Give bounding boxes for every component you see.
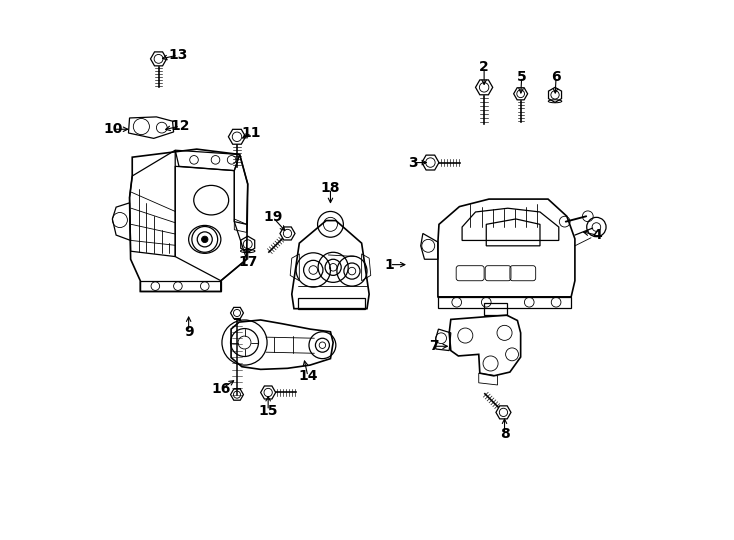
Text: 5: 5 bbox=[517, 70, 526, 84]
Text: 15: 15 bbox=[258, 404, 278, 418]
Text: 19: 19 bbox=[264, 211, 283, 224]
Text: 10: 10 bbox=[103, 122, 123, 136]
Text: 16: 16 bbox=[211, 382, 230, 396]
Text: 2: 2 bbox=[479, 60, 489, 74]
Text: 1: 1 bbox=[385, 258, 394, 272]
Text: 18: 18 bbox=[321, 181, 341, 195]
Circle shape bbox=[202, 236, 208, 242]
Text: 12: 12 bbox=[170, 119, 190, 133]
Text: 9: 9 bbox=[184, 325, 194, 339]
Text: 7: 7 bbox=[429, 339, 438, 353]
Text: 8: 8 bbox=[500, 427, 509, 441]
Text: 14: 14 bbox=[298, 369, 318, 383]
Text: 3: 3 bbox=[408, 156, 418, 170]
Text: 17: 17 bbox=[238, 255, 258, 269]
Text: 11: 11 bbox=[241, 126, 261, 140]
Text: 13: 13 bbox=[168, 48, 188, 62]
Text: 4: 4 bbox=[592, 228, 602, 242]
Text: 6: 6 bbox=[551, 70, 561, 84]
